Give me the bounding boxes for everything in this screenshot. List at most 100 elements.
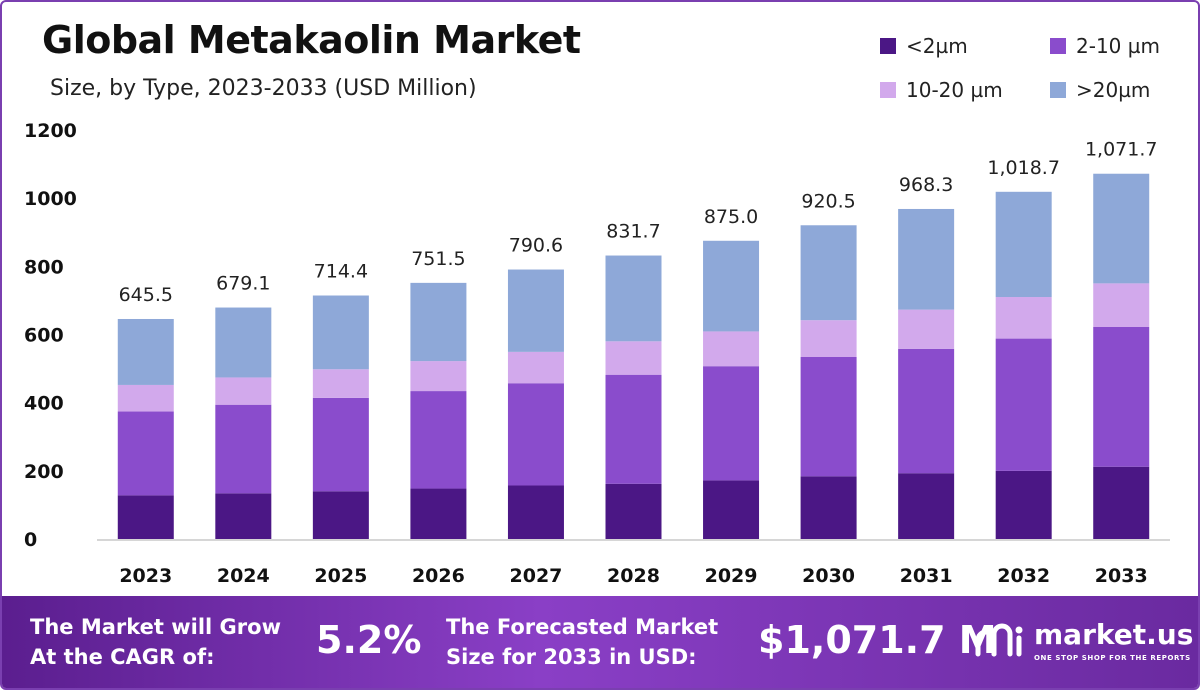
x-tick-label-2030: 2030: [802, 565, 855, 587]
bar-segment-4-2026: [410, 282, 467, 362]
forecast-text-line2: Size for 2033 in USD:: [446, 645, 697, 669]
legend-swatch-lt2: [880, 38, 896, 54]
legend-label-10-20: 10-20 µm: [906, 78, 1003, 102]
stacked-bar-chart: 0 200 400 600 800 1000 1200 645.5 2023 679.1 2024 7…: [24, 120, 1170, 587]
total-label-2032: 1,018.7: [987, 157, 1060, 179]
x-tick-label-2033: 2033: [1095, 565, 1148, 587]
bar-segment-2-2029: [703, 366, 760, 481]
bar-segment-2-2032: [995, 338, 1052, 471]
total-label-2023: 645.5: [119, 284, 173, 306]
legend-label-gt20: >20µm: [1076, 78, 1151, 102]
bar-segment-4-2030: [800, 225, 857, 321]
bar-segment-3-2030: [800, 320, 857, 357]
x-tick-label-2024: 2024: [217, 565, 270, 587]
bar-segment-3-2025: [312, 369, 369, 398]
total-label-2025: 714.4: [314, 261, 368, 283]
logo-tagline: ONE STOP SHOP FOR THE REPORTS: [1034, 654, 1191, 662]
legend-label-2-10: 2-10 µm: [1076, 34, 1160, 58]
total-label-2033: 1,071.7: [1085, 139, 1158, 161]
legend-swatch-gt20: [1050, 82, 1066, 98]
bar-segment-4-2023: [117, 318, 174, 385]
bar-segment-2-2031: [898, 348, 955, 474]
legend-item-gt20: >20µm: [1050, 78, 1150, 102]
bar-segment-4-2029: [703, 240, 760, 332]
x-tick-label-2032: 2032: [997, 565, 1050, 587]
forecast-text: The Forecasted Market Size for 2033 in U…: [446, 612, 718, 672]
bar-segment-2-2028: [605, 374, 662, 484]
bar-segment-4-2025: [312, 295, 369, 370]
bar-segment-4-2033: [1093, 173, 1150, 284]
y-tick-label: 800: [24, 256, 64, 278]
x-tick-label-2027: 2027: [510, 565, 563, 587]
bar-segment-3-2033: [1093, 283, 1150, 328]
bar-segment-4-2027: [507, 269, 564, 352]
total-label-2031: 968.3: [899, 174, 953, 196]
total-label-2026: 751.5: [411, 248, 465, 270]
bar-segment-1-2027: [507, 485, 564, 539]
chart-subtitle: Size, by Type, 2023-2033 (USD Million): [50, 76, 477, 101]
cagr-text-line2: At the CAGR of:: [30, 645, 215, 669]
bar-segment-1-2025: [312, 491, 369, 539]
summary-banner: The Market will Grow At the CAGR of: 5.2…: [2, 596, 1198, 688]
bar-segment-2-2033: [1093, 327, 1150, 467]
legend-swatch-2-10: [1050, 38, 1066, 54]
bar-segment-3-2024: [215, 377, 272, 405]
bar-segment-3-2032: [995, 297, 1052, 339]
legend-swatch-10-20: [880, 82, 896, 98]
bar-segment-3-2023: [117, 384, 174, 412]
bar-segment-1-2033: [1093, 466, 1150, 539]
total-label-2028: 831.7: [606, 221, 660, 243]
x-tick-label-2029: 2029: [705, 565, 758, 587]
bar-segment-1-2030: [800, 476, 857, 539]
logo-name: market.us: [1034, 618, 1194, 651]
legend-item-2-10: 2-10 µm: [1050, 34, 1160, 58]
bar-segment-2-2027: [507, 383, 564, 486]
bar-segment-3-2029: [703, 331, 760, 367]
bar-segment-4-2028: [605, 255, 662, 342]
y-tick-label: 1200: [24, 120, 77, 142]
forecast-text-line1: The Forecasted Market: [446, 615, 719, 639]
bar-segment-2-2024: [215, 404, 272, 494]
bar-segment-3-2026: [410, 361, 467, 392]
bar-segment-2-2023: [117, 411, 174, 496]
y-tick-label: 1000: [24, 188, 77, 210]
bar-segment-2-2025: [312, 397, 369, 492]
total-label-2027: 790.6: [509, 235, 563, 257]
bar-segment-1-2032: [995, 470, 1052, 539]
bar-segment-2-2026: [410, 391, 467, 489]
y-tick-label: 200: [24, 461, 64, 483]
bar-segment-1-2028: [605, 483, 662, 539]
cagr-value: 5.2%: [316, 618, 422, 662]
bar-segment-3-2031: [898, 309, 955, 349]
total-label-2024: 679.1: [216, 273, 270, 295]
bar-segment-2-2030: [800, 356, 857, 477]
bar-segment-1-2026: [410, 488, 467, 539]
cagr-text: The Market will Grow At the CAGR of:: [30, 612, 281, 672]
cagr-text-line1: The Market will Grow: [30, 615, 281, 639]
bar-segment-3-2028: [605, 341, 662, 375]
bar-segment-1-2029: [703, 480, 760, 539]
legend-label-lt2: <2µm: [906, 34, 968, 58]
bar-segment-1-2024: [215, 493, 272, 539]
bar-segment-1-2031: [898, 473, 955, 539]
legend-item-10-20: 10-20 µm: [880, 78, 1003, 102]
y-tick-label: 600: [24, 325, 64, 347]
forecast-value: $1,071.7 M: [758, 618, 997, 662]
bar-segment-1-2023: [117, 495, 174, 539]
market-us-logo-icon: [975, 623, 1023, 657]
x-tick-label-2025: 2025: [314, 565, 367, 587]
x-tick-label-2031: 2031: [900, 565, 953, 587]
legend-item-lt2: <2µm: [880, 34, 968, 58]
bar-segment-3-2027: [507, 351, 564, 384]
y-tick-label: 400: [24, 393, 64, 415]
x-tick-label-2026: 2026: [412, 565, 465, 587]
market-us-logo[interactable]: market.us ONE STOP SHOP FOR THE REPORTS: [972, 614, 1194, 674]
x-tick-label-2023: 2023: [119, 565, 172, 587]
total-label-2029: 875.0: [704, 206, 758, 228]
bar-segment-4-2031: [898, 208, 955, 310]
total-label-2030: 920.5: [801, 190, 855, 212]
y-tick-label: 0: [24, 529, 37, 551]
bar-segment-4-2024: [215, 307, 272, 378]
bar-segment-4-2032: [995, 191, 1052, 298]
